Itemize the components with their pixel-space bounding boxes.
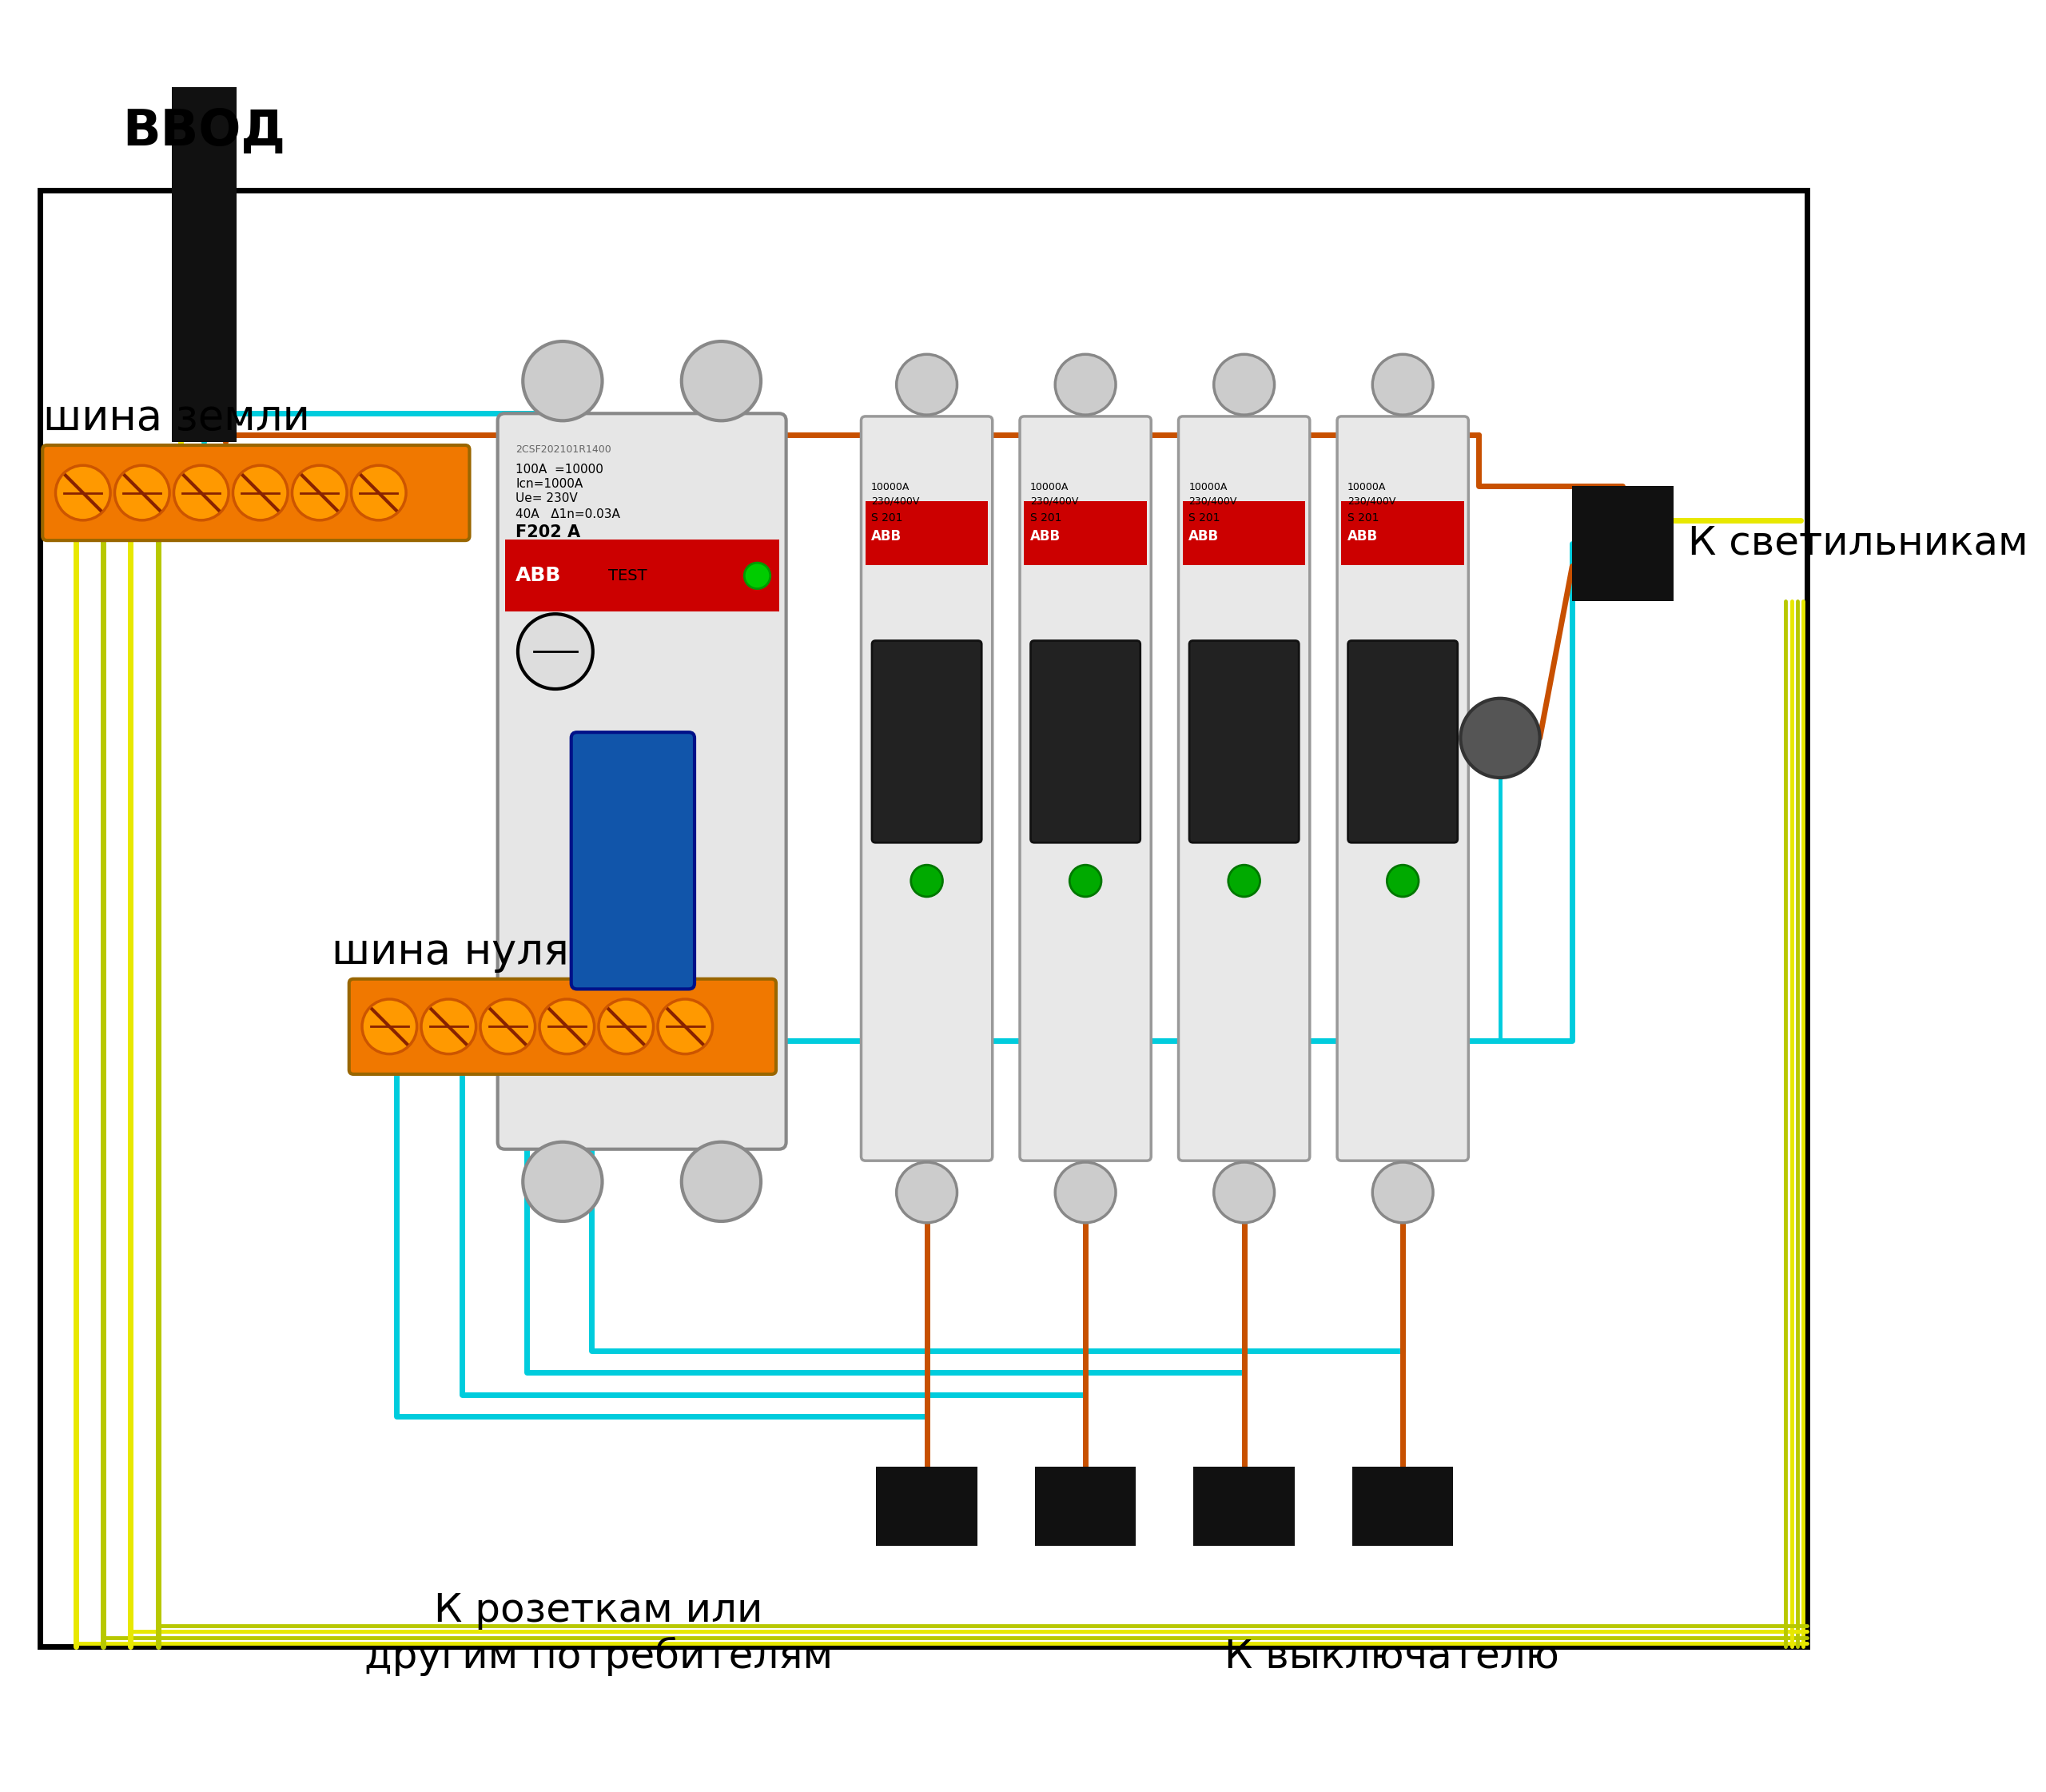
FancyBboxPatch shape <box>1178 416 1309 1161</box>
Text: S 201: S 201 <box>1189 513 1219 523</box>
Circle shape <box>540 1000 593 1054</box>
Text: Ue= 230V: Ue= 230V <box>516 493 577 505</box>
Bar <box>1025 502 1146 564</box>
Text: 230/400V: 230/400V <box>1029 496 1078 507</box>
Circle shape <box>1387 866 1418 896</box>
Text: 40A   Δ1n=0.03A: 40A Δ1n=0.03A <box>516 509 620 520</box>
FancyBboxPatch shape <box>1338 416 1469 1161</box>
Circle shape <box>1056 1163 1115 1222</box>
FancyBboxPatch shape <box>1031 642 1140 842</box>
Circle shape <box>896 1163 958 1222</box>
Bar <box>1342 502 1465 564</box>
Text: ABB: ABB <box>516 566 561 586</box>
Circle shape <box>1056 355 1115 416</box>
Circle shape <box>657 1000 712 1054</box>
Text: 230/400V: 230/400V <box>1346 496 1395 507</box>
Text: К светильникам: К светильникам <box>1688 523 2028 563</box>
FancyBboxPatch shape <box>1019 416 1152 1161</box>
FancyBboxPatch shape <box>872 642 982 842</box>
Bar <box>1035 1466 1136 1546</box>
Text: ВВОД: ВВОД <box>123 108 286 156</box>
Text: TEST: TEST <box>608 568 647 584</box>
Text: 230/400V: 230/400V <box>872 496 919 507</box>
Circle shape <box>481 1000 536 1054</box>
Text: S 201: S 201 <box>1029 513 1062 523</box>
Circle shape <box>896 355 958 416</box>
Circle shape <box>174 466 229 520</box>
Circle shape <box>352 466 405 520</box>
Bar <box>1193 1466 1295 1546</box>
Circle shape <box>1461 699 1541 778</box>
Text: 10000A: 10000A <box>872 482 910 493</box>
Bar <box>1183 502 1305 564</box>
Text: 230/400V: 230/400V <box>1189 496 1238 507</box>
Circle shape <box>233 466 288 520</box>
Text: 2CSF202101R1400: 2CSF202101R1400 <box>516 444 612 455</box>
FancyBboxPatch shape <box>43 444 469 541</box>
Circle shape <box>681 1142 761 1222</box>
FancyBboxPatch shape <box>497 414 786 1149</box>
Text: S 201: S 201 <box>1346 513 1379 523</box>
Circle shape <box>599 1000 653 1054</box>
Bar <box>172 88 237 443</box>
Text: ABB: ABB <box>1189 529 1219 543</box>
Bar <box>865 502 988 564</box>
Circle shape <box>1228 866 1260 896</box>
Text: ABB: ABB <box>1029 529 1060 543</box>
Circle shape <box>421 1000 477 1054</box>
Text: шина земли: шина земли <box>43 398 311 439</box>
Circle shape <box>1373 1163 1432 1222</box>
Text: Icn=1000A: Icn=1000A <box>516 478 583 491</box>
Text: К розеткам или
другим потребителям: К розеткам или другим потребителям <box>364 1591 833 1676</box>
Circle shape <box>1213 355 1275 416</box>
Circle shape <box>362 1000 417 1054</box>
Bar <box>1352 1466 1453 1546</box>
Text: 10000A: 10000A <box>1189 482 1228 493</box>
Circle shape <box>524 1142 602 1222</box>
FancyBboxPatch shape <box>861 416 992 1161</box>
Text: S 201: S 201 <box>872 513 902 523</box>
Circle shape <box>524 340 602 421</box>
Text: ABB: ABB <box>872 529 902 543</box>
Circle shape <box>910 866 943 896</box>
Text: 10000A: 10000A <box>1346 482 1385 493</box>
Bar <box>1571 486 1674 600</box>
Text: F202 A: F202 A <box>516 525 581 541</box>
Circle shape <box>681 340 761 421</box>
FancyBboxPatch shape <box>1189 642 1299 842</box>
Text: шина нуля: шина нуля <box>331 930 569 973</box>
Circle shape <box>518 615 593 688</box>
Circle shape <box>115 466 170 520</box>
Bar <box>876 1466 978 1546</box>
Bar <box>505 539 780 611</box>
Circle shape <box>745 563 769 590</box>
Circle shape <box>1213 1163 1275 1222</box>
Circle shape <box>1373 355 1432 416</box>
FancyBboxPatch shape <box>571 733 694 989</box>
Text: К выключателю: К выключателю <box>1226 1638 1559 1676</box>
Text: 10000A: 10000A <box>1029 482 1068 493</box>
FancyBboxPatch shape <box>350 978 775 1073</box>
Circle shape <box>1070 866 1101 896</box>
Circle shape <box>55 466 110 520</box>
Text: ABB: ABB <box>1346 529 1377 543</box>
FancyBboxPatch shape <box>1348 642 1457 842</box>
Text: 100A  =10000: 100A =10000 <box>516 464 604 475</box>
Circle shape <box>293 466 348 520</box>
